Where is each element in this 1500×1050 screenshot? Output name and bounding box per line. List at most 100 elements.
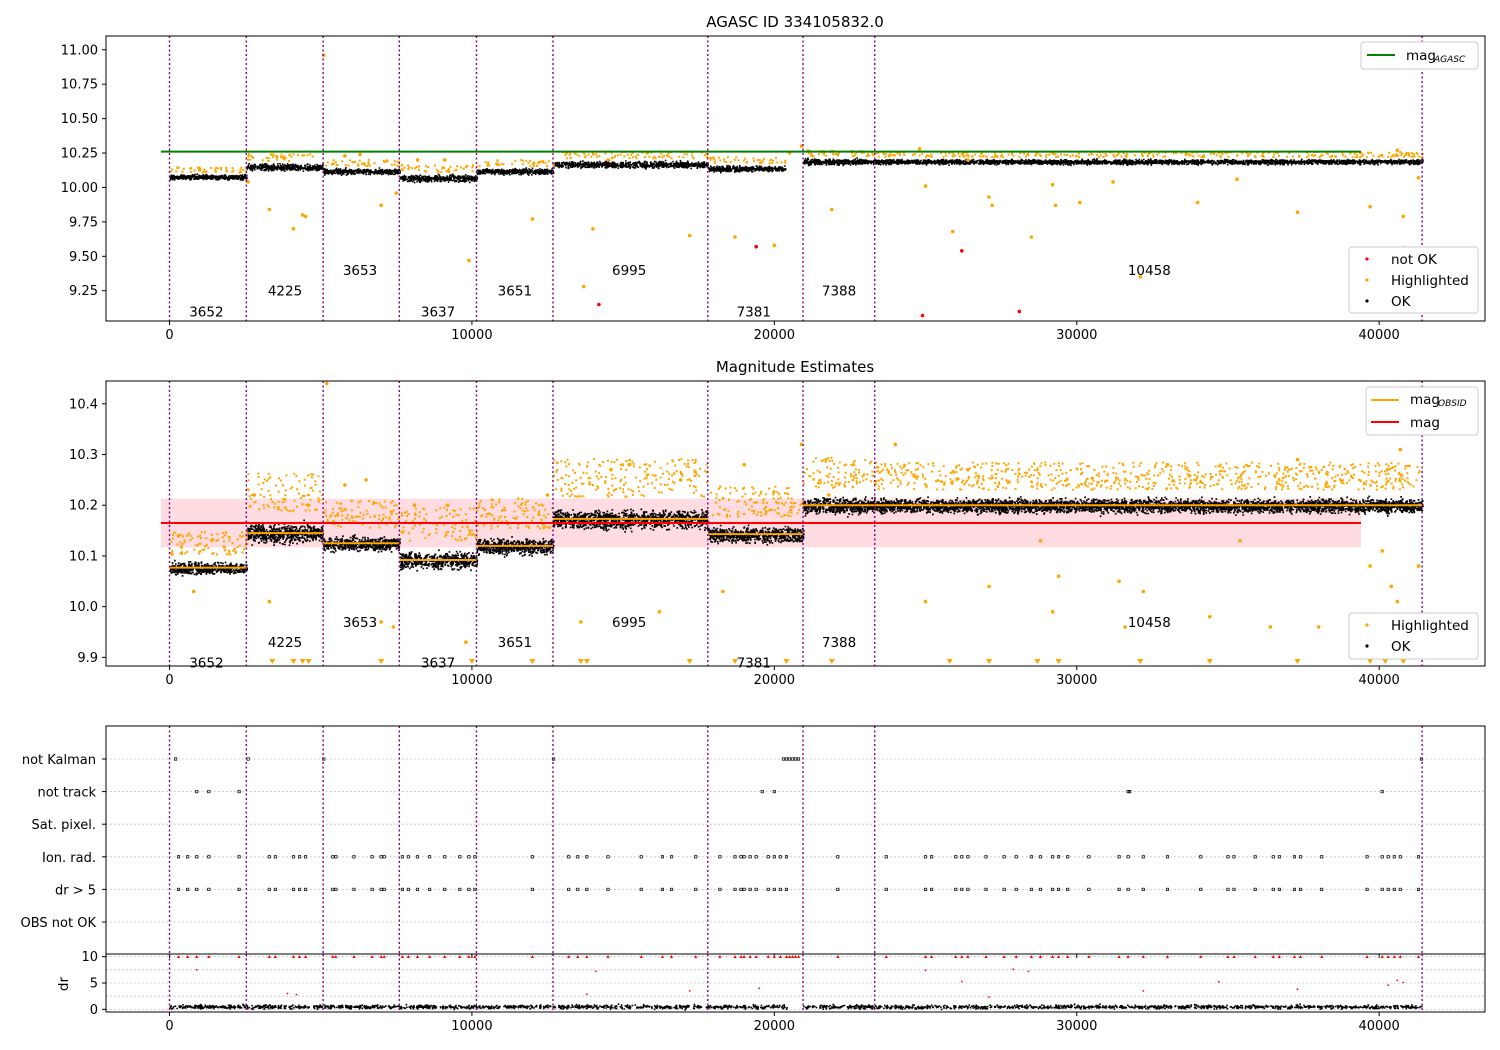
highlighted-point	[606, 158, 610, 162]
obsid-label: 3637	[421, 655, 455, 671]
legend-not-ok-marker	[1365, 257, 1369, 261]
highlighted-point	[1268, 625, 1273, 629]
flag-marker	[669, 855, 674, 859]
flag-marker	[1057, 887, 1061, 891]
flag-marker	[960, 887, 964, 891]
legend-frame	[1360, 41, 1479, 70]
flag-row-label: dr > 5	[55, 883, 96, 898]
flag-marker	[1087, 855, 1091, 859]
clipped-low-marker	[1367, 659, 1374, 664]
flag-marker	[1298, 855, 1303, 859]
highlighted-point	[966, 467, 970, 472]
dr-capped-marker	[1014, 955, 1018, 959]
flag-marker	[415, 855, 420, 859]
y-tick-label: 10.3	[69, 448, 98, 463]
agasc-magnitude-panel: AGASC ID 334105832.0 9.25 9.50 9.75 10.00 10…	[61, 13, 1486, 343]
not-ok-point	[754, 244, 758, 249]
dr-capped-marker	[237, 955, 241, 959]
legend-label-mag: mag	[1410, 415, 1440, 431]
dr-outlier-point	[960, 980, 963, 983]
flags-panel: not Kalman not track Sat. pixel. Ion. rad. d…	[21, 725, 1486, 958]
x-tick-label: 20000	[754, 1019, 795, 1034]
dr-capped-marker	[406, 955, 411, 959]
dr-capped-marker	[382, 955, 386, 959]
legend-ok-marker	[1365, 299, 1369, 303]
flag-marker	[567, 855, 571, 859]
flag-marker	[370, 855, 374, 859]
highlighted-point	[415, 158, 420, 162]
flag-marker	[1277, 887, 1281, 891]
highlighted-point	[1316, 625, 1321, 629]
flag-marker	[754, 887, 758, 891]
flag-row-label: OBS not OK	[21, 916, 97, 931]
x-tick-label: 30000	[1056, 328, 1097, 343]
highlighted-point	[987, 584, 991, 589]
clipped-low-marker	[783, 659, 790, 664]
magnitude-estimates-panel: Magnitude Estimates 9.9 10.0 10.1 10.2 10.3 1…	[69, 358, 1486, 688]
flag-marker	[718, 887, 722, 891]
highlighted-point	[1395, 148, 1400, 153]
flag-row-label: not track	[37, 786, 96, 801]
y-tick-label: 10.2	[69, 499, 98, 514]
dr-capped-marker	[884, 955, 888, 959]
flag-marker	[1416, 855, 1421, 859]
flag-marker	[966, 855, 970, 859]
clipped-low-marker	[732, 659, 739, 664]
flag-marker	[291, 855, 296, 859]
flag-marker	[660, 887, 664, 891]
flag-marker	[1051, 855, 1055, 859]
highlighted-point	[291, 227, 296, 231]
flag-marker	[304, 887, 308, 891]
y-tick-label: 9.50	[69, 250, 98, 265]
dr-capped-marker	[929, 955, 934, 959]
y-tick-label: 10.25	[61, 147, 98, 162]
y-tick-label: 10	[81, 950, 98, 965]
highlighted-point	[1117, 579, 1121, 584]
y-tick-label: 10.75	[61, 78, 98, 93]
dr-capped-marker	[331, 955, 335, 959]
flag-marker	[754, 855, 758, 859]
dr-capped-marker	[1226, 955, 1230, 959]
flag-marker	[784, 855, 788, 859]
highlighted-point	[721, 589, 725, 594]
highlighted-point	[579, 620, 583, 624]
panel-title-estimates: Magnitude Estimates	[716, 358, 874, 376]
highlighted-point	[987, 195, 991, 199]
dr-outlier-point	[595, 970, 597, 973]
flag-marker	[273, 855, 277, 859]
dr-outlier-point	[688, 990, 691, 992]
flag-marker	[960, 855, 964, 859]
flag-marker	[766, 855, 770, 859]
dr-ok-points	[169, 1003, 1423, 1011]
y-tick-label: 10.0	[69, 600, 98, 615]
dr-outlier-point	[758, 987, 761, 990]
dr-capped-marker	[784, 955, 789, 959]
x-tick-label: 0	[165, 1019, 173, 1034]
highlighted-point	[1416, 176, 1421, 180]
dr-capped-marker	[1380, 955, 1384, 959]
obsid-label: 10458	[1128, 263, 1171, 279]
flag-marker	[1392, 887, 1396, 891]
clipped-low-marker	[946, 659, 953, 664]
flag-marker	[400, 887, 404, 891]
flag-marker	[304, 855, 308, 859]
dr-capped-marker	[739, 955, 743, 959]
highlighted-point	[1165, 462, 1170, 467]
legend-label-ok: OK	[1391, 639, 1412, 655]
flag-marker	[186, 887, 190, 891]
highlighted-point	[1029, 235, 1034, 239]
highlighted-point	[1368, 564, 1372, 568]
plot-frame-agasc	[105, 35, 1486, 322]
flag-marker	[1087, 887, 1091, 891]
flag-marker	[884, 855, 888, 859]
flag-marker	[331, 855, 335, 859]
flag-marker	[443, 887, 447, 891]
obsid-label: 3637	[421, 304, 455, 320]
flag-marker	[778, 855, 782, 859]
dr-capped-marker	[207, 955, 211, 959]
highlighted-point	[1235, 177, 1239, 181]
flag-marker	[177, 887, 181, 891]
not-ok-point	[920, 313, 925, 318]
flag-marker	[1066, 855, 1070, 859]
flag-marker	[1292, 887, 1297, 891]
